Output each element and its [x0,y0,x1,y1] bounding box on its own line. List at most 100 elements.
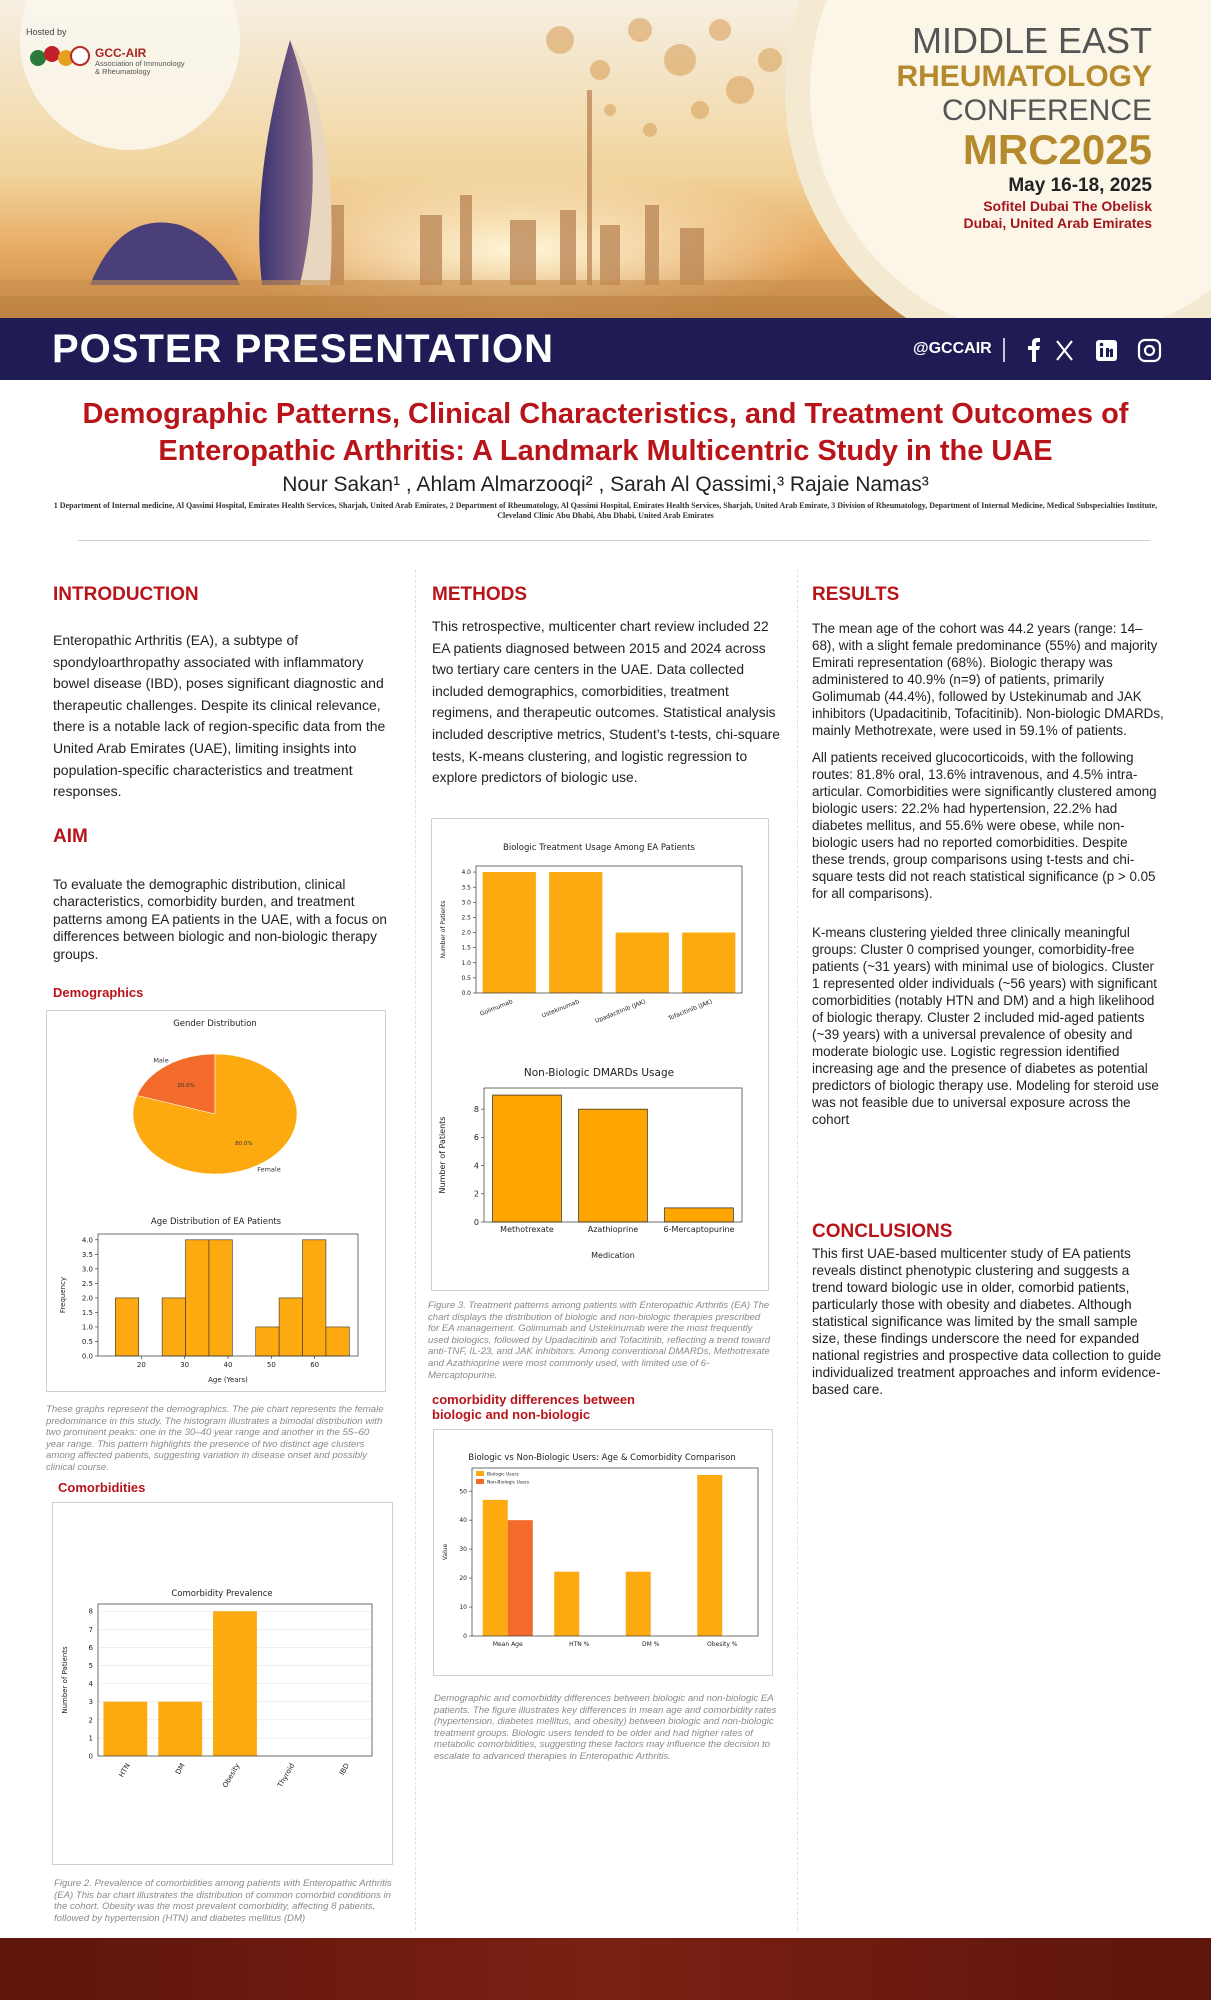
icon-instagram[interactable] [1137,338,1162,363]
x-tick-label: Golimumab [479,998,514,1018]
y-tick-label: 0 [89,1752,93,1760]
paragraph: This retrospective, multicenter chart re… [432,619,780,786]
x-tick-label: Tofacitinib (JAK) [666,998,713,1022]
x-tick-label: 20 [137,1361,146,1369]
poster-title: Demographic Patterns, Clinical Character… [82,398,1129,467]
plot-frame [471,1467,759,1637]
x-tick-label: 40 [224,1361,233,1369]
y-tick-label: 30 [459,1546,467,1553]
section-heading: INTRODUCTION [53,584,199,605]
x-tick-label: Azathioprine [588,1225,639,1234]
x-tick-label: 30 [180,1361,189,1369]
y-tick-label: 3.0 [82,1265,93,1273]
x-tick-label: Obesity [221,1762,241,1789]
legend-label: Non-Biologic Users [487,1480,530,1486]
bar [664,1207,734,1223]
bar [482,872,536,993]
y-tick-label: 1.5 [82,1309,93,1317]
plot-frame [483,1087,743,1223]
chart: Biologic Treatment Usage Among EA Patien… [440,843,743,1025]
conf-code: MRC2025 [962,126,1152,173]
chart: Comorbidity Prevalence 0 1 2 3 4 5 6 7 8 Number of… [61,1589,373,1790]
y-tick-label: 1.0 [461,960,471,967]
slice-value: 80.0% [235,1141,252,1147]
chart: Age Distribution of EA Patients 0.0 0.5 1.0… [59,1217,359,1384]
y-tick-label: 0.5 [461,975,471,982]
chart-title: Biologic Treatment Usage Among EA Patien… [503,843,695,853]
y-tick-label: 1.0 [82,1323,93,1331]
histogram-bar [161,1297,186,1357]
conf-dates: May 16-18, 2025 [1008,175,1152,196]
y-tick-label: 4 [89,1680,94,1688]
authors: Nour Sakan¹ , Ahlam Almarzooqi² , Sarah … [282,473,929,496]
caption: These graphs represent the demographics.… [46,1404,384,1473]
bar [682,932,736,993]
histogram-bar [255,1326,280,1357]
y-tick-label: 10 [459,1604,467,1611]
bar [103,1701,148,1756]
x-tick-label: DM % [642,1641,660,1648]
histogram-bar [325,1326,350,1357]
y-tick-label: 0 [463,1633,467,1640]
conf-line: MIDDLE EAST [911,20,1152,61]
bar [549,872,603,993]
y-axis-label: Value [442,1543,449,1560]
y-axis-label: Frequency [59,1277,67,1313]
chart: Biologic vs Non-Biologic Users: Age & Co… [442,1453,759,1648]
section-heading: METHODS [432,584,527,605]
pie-slice [132,1053,298,1175]
y-tick-label: 0.0 [82,1352,93,1360]
y-tick-label: 2.0 [82,1294,93,1302]
caption: Figure 3. Treatment patterns among patie… [428,1300,771,1381]
plot-frame [97,1603,373,1757]
y-tick-label: 6 [89,1644,94,1652]
conf-venue: Sofitel Dubai The Obelisk [983,198,1152,214]
paragraph: The mean age of the cohort was 44.2 year… [812,621,1164,738]
histogram-bar [185,1239,210,1357]
y-tick-label: 4.0 [461,869,471,876]
caption: Figure 2. Prevalence of comorbidities am… [54,1878,392,1924]
x-tick-label: Obesity % [707,1641,738,1648]
subheading: Comorbidities [58,1480,146,1495]
bar [578,1108,648,1223]
plot-frame [475,865,743,994]
hosted-by: Hosted by [26,27,67,37]
x-tick-label: 50 [267,1361,276,1369]
subheading: Demographics [53,985,144,1000]
y-tick-label: 2.5 [82,1280,93,1288]
y-tick-label: 2 [474,1190,479,1199]
y-tick-label: 8 [89,1608,93,1616]
caption: Demographic and comorbidity differences … [434,1693,777,1762]
chart-title: Gender Distribution [173,1019,257,1029]
conf-line: CONFERENCE [941,94,1152,127]
y-tick-label: 8 [474,1105,479,1114]
x-tick-label: DM [174,1762,187,1776]
bar [492,1094,562,1223]
y-tick-label: 5 [89,1662,93,1670]
footer [0,1938,1211,2000]
banner-handle: @GCCAIR [913,340,992,357]
y-tick-label: 0.0 [461,990,471,997]
x-axis-label: Medication [591,1251,635,1260]
section-heading: AIM [53,826,88,847]
y-tick-label: 7 [89,1626,93,1634]
org-subtitle: Association of Immunology & Rheumatology [95,59,185,76]
histogram-bar [208,1239,233,1357]
y-tick-label: 50 [459,1488,467,1495]
y-tick-label: 1.5 [461,945,471,952]
x-tick-label: 6-Mercaptopurine [664,1225,735,1234]
header-art [0,0,1211,318]
slice-label: Female [257,1165,281,1173]
icon-linkedin[interactable] [1096,340,1117,361]
y-tick-label: 3 [89,1698,93,1706]
y-tick-label: 2.5 [461,915,471,922]
histogram-bar [115,1297,140,1357]
y-tick-label: 1 [89,1734,93,1742]
org-logo [30,46,90,66]
y-tick-label: 20 [459,1575,467,1582]
icon-facebook[interactable] [1028,338,1040,362]
icon-x[interactable] [1056,340,1073,361]
x-tick-label: Mean Age [493,1641,523,1648]
legend-label: Biologic Users [487,1472,519,1478]
